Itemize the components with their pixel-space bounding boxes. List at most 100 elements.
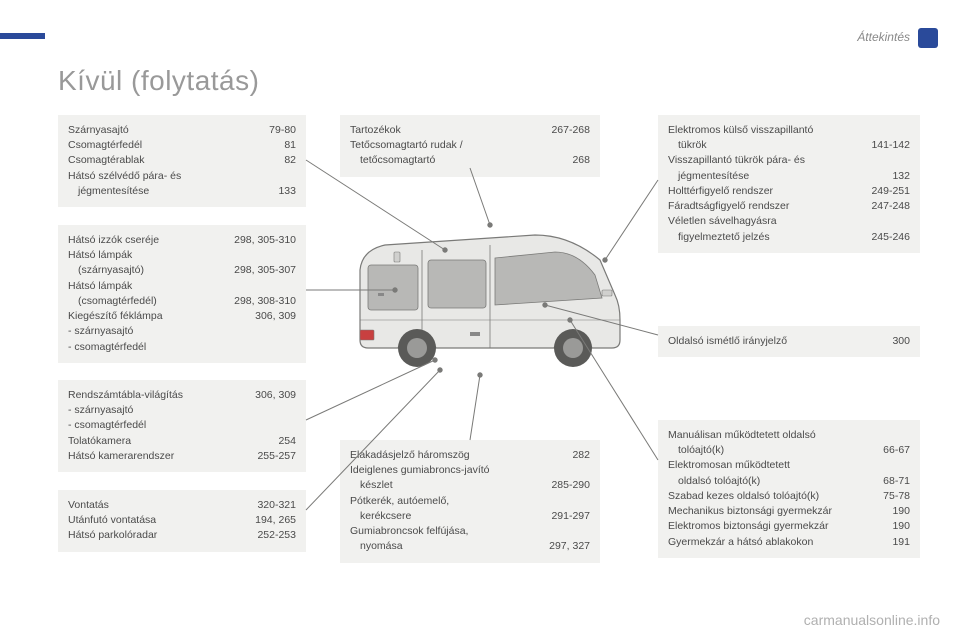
- info-row: Csomagtérfedél81: [68, 138, 296, 153]
- info-row: kerékcsere291-297: [350, 509, 590, 524]
- row-label: Tartozékok: [350, 123, 551, 138]
- row-label: Hátsó parkolóradar: [68, 528, 257, 543]
- info-row: (csomagtérfedél)298, 308-310: [68, 294, 296, 309]
- row-label: Szárnyasajtó: [68, 123, 269, 138]
- row-pages: 68-71: [883, 474, 910, 489]
- row-label: Hátsó lámpák: [68, 248, 296, 263]
- row-label: Utánfutó vontatása: [68, 513, 255, 528]
- info-box2: Hátsó izzók cseréje298, 305-310Hátsó lám…: [58, 225, 306, 363]
- row-label: Hátsó izzók cseréje: [68, 233, 234, 248]
- row-pages: 190: [892, 519, 910, 534]
- row-pages: 298, 305-307: [234, 263, 296, 278]
- row-label: Csomagtérfedél: [68, 138, 284, 153]
- row-label: - csomagtérfedél: [68, 340, 296, 355]
- row-label: Elakadásjelző háromszög: [350, 448, 572, 463]
- breadcrumb: Áttekintés: [857, 30, 910, 44]
- info-row: jégmentesítése133: [68, 184, 296, 199]
- row-pages: 254: [278, 434, 296, 449]
- info-row: Hátsó lámpák: [68, 248, 296, 263]
- row-pages: 247-248: [871, 199, 910, 214]
- info-row: Tartozékok267-268: [350, 123, 590, 138]
- row-pages: 133: [278, 184, 296, 199]
- row-label: - csomagtérfedél: [68, 418, 296, 433]
- info-row: Ideiglenes gumiabroncs-javító: [350, 463, 590, 478]
- row-pages: 255-257: [257, 449, 296, 464]
- row-label: Csomagtérablak: [68, 153, 284, 168]
- row-label: tolóajtó(k): [668, 443, 883, 458]
- row-label: Véletlen sávelhagyásra: [668, 214, 910, 229]
- info-row: Gyermekzár a hátsó ablakokon191: [668, 535, 910, 550]
- row-label: Visszapillantó tükrök pára- és: [668, 153, 910, 168]
- row-label: Vontatás: [68, 498, 257, 513]
- row-label: Gumiabroncsok felfújása,: [350, 524, 590, 539]
- row-label: Elektromos biztonsági gyermekzár: [668, 519, 892, 534]
- row-label: (csomagtérfedél): [68, 294, 234, 309]
- info-box1: Szárnyasajtó79-80Csomagtérfedél81Csomagt…: [58, 115, 306, 207]
- row-label: Tetőcsomagtartó rudak /: [350, 138, 590, 153]
- row-label: Hátsó szélvédő pára- és: [68, 169, 296, 184]
- row-label: (szárnyasajtó): [68, 263, 234, 278]
- row-pages: 306, 309: [255, 309, 296, 324]
- row-pages: 245-246: [871, 230, 910, 245]
- info-row: készlet285-290: [350, 478, 590, 493]
- info-row: Szárnyasajtó79-80: [68, 123, 296, 138]
- info-box3: Rendszámtábla-világítás306, 309- szárnya…: [58, 380, 306, 472]
- row-pages: 141-142: [871, 138, 910, 153]
- info-row: Kiegészítő féklámpa306, 309: [68, 309, 296, 324]
- info-row: tetőcsomagtartó268: [350, 153, 590, 168]
- row-label: Ideiglenes gumiabroncs-javító: [350, 463, 590, 478]
- row-pages: 285-290: [551, 478, 590, 493]
- row-label: készlet: [350, 478, 551, 493]
- row-pages: 132: [892, 169, 910, 184]
- row-pages: 306, 309: [255, 388, 296, 403]
- row-label: Elektromos külső visszapillantó: [668, 123, 910, 138]
- row-pages: 82: [284, 153, 296, 168]
- info-row: Elakadásjelző háromszög282: [350, 448, 590, 463]
- row-pages: 252-253: [257, 528, 296, 543]
- row-label: Szabad kezes oldalsó tolóajtó(k): [668, 489, 883, 504]
- info-row: Manuálisan működtetett oldalsó: [668, 428, 910, 443]
- row-label: - szárnyasajtó: [68, 324, 296, 339]
- row-pages: 282: [572, 448, 590, 463]
- info-row: oldalsó tolóajtó(k)68-71: [668, 474, 910, 489]
- info-row: Hátsó parkolóradar252-253: [68, 528, 296, 543]
- row-pages: 191: [892, 535, 910, 550]
- info-box5: Tartozékok267-268Tetőcsomagtartó rudak /…: [340, 115, 600, 177]
- info-row: - szárnyasajtó: [68, 324, 296, 339]
- info-row: jégmentesítése132: [668, 169, 910, 184]
- row-label: Mechanikus biztonsági gyermekzár: [668, 504, 892, 519]
- row-label: tetőcsomagtartó: [350, 153, 572, 168]
- info-row: Hátsó lámpák: [68, 279, 296, 294]
- info-row: Fáradtságfigyelő rendszer247-248: [668, 199, 910, 214]
- info-row: tolóajtó(k)66-67: [668, 443, 910, 458]
- row-label: figyelmeztető jelzés: [668, 230, 871, 245]
- info-row: Oldalsó ismétlő irányjelző300: [668, 334, 910, 349]
- row-label: Tolatókamera: [68, 434, 278, 449]
- row-label: Holttérfigyelő rendszer: [668, 184, 871, 199]
- row-pages: 79-80: [269, 123, 296, 138]
- row-pages: 267-268: [551, 123, 590, 138]
- info-row: Tolatókamera254: [68, 434, 296, 449]
- info-row: figyelmeztető jelzés245-246: [668, 230, 910, 245]
- row-label: Elektromosan működtetett: [668, 458, 910, 473]
- row-pages: 66-67: [883, 443, 910, 458]
- info-row: Elektromos külső visszapillantó: [668, 123, 910, 138]
- info-row: Hátsó izzók cseréje298, 305-310: [68, 233, 296, 248]
- info-row: Pótkerék, autóemelő,: [350, 494, 590, 509]
- row-pages: 194, 265: [255, 513, 296, 528]
- row-label: tükrök: [668, 138, 871, 153]
- row-label: Kiegészítő féklámpa: [68, 309, 255, 324]
- row-pages: 268: [572, 153, 590, 168]
- info-box9: Manuálisan működtetett oldalsótolóajtó(k…: [658, 420, 920, 558]
- info-box4: Vontatás320-321Utánfutó vontatása194, 26…: [58, 490, 306, 552]
- info-row: Elektromosan működtetett: [668, 458, 910, 473]
- row-label: jégmentesítése: [68, 184, 278, 199]
- info-row: Elektromos biztonsági gyermekzár190: [668, 519, 910, 534]
- row-label: Gyermekzár a hátsó ablakokon: [668, 535, 892, 550]
- info-row: tükrök141-142: [668, 138, 910, 153]
- info-row: Rendszámtábla-világítás306, 309: [68, 388, 296, 403]
- info-row: (szárnyasajtó)298, 305-307: [68, 263, 296, 278]
- row-pages: 300: [892, 334, 910, 349]
- row-label: Fáradtságfigyelő rendszer: [668, 199, 871, 214]
- row-label: Hátsó lámpák: [68, 279, 296, 294]
